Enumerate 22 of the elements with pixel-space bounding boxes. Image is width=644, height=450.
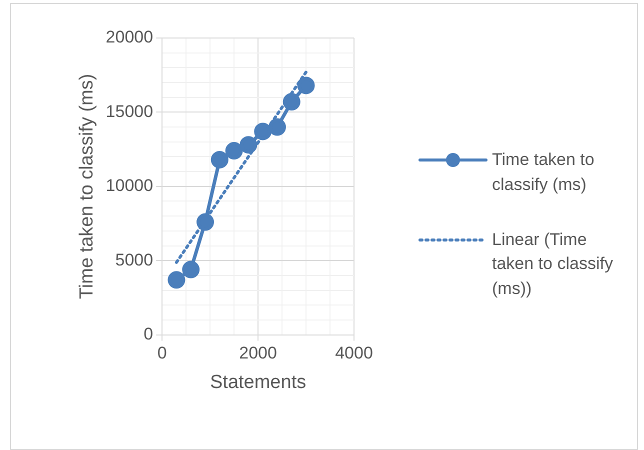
x-tick-label: 4000 <box>335 344 373 363</box>
x-tick-label: 0 <box>157 344 167 363</box>
point <box>168 271 186 289</box>
point <box>240 136 258 154</box>
point <box>210 150 228 168</box>
point <box>196 213 214 231</box>
x-tick-label: 2000 <box>239 344 277 363</box>
point <box>297 76 315 94</box>
point <box>282 93 300 111</box>
point <box>182 260 200 278</box>
legend-label: Linear (Time taken to classify (ms)) <box>492 228 614 300</box>
y-tick-label: 5000 <box>115 250 154 270</box>
point <box>254 122 272 140</box>
x-axis-title: Statements <box>210 372 306 393</box>
y-axis-title: Time taken to classify (ms) <box>76 74 98 300</box>
point <box>225 142 243 160</box>
y-tick-label: 15000 <box>106 102 154 121</box>
legend-label: Time taken to classify (ms) <box>492 149 596 196</box>
y-tick-label: 10000 <box>106 176 154 196</box>
point <box>268 118 286 136</box>
y-tick-label: 20000 <box>106 28 154 47</box>
y-tick-label: 0 <box>144 324 154 344</box>
